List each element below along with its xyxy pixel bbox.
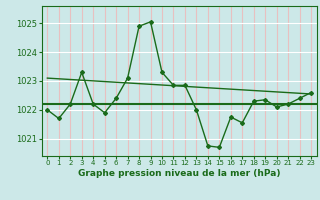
X-axis label: Graphe pression niveau de la mer (hPa): Graphe pression niveau de la mer (hPa) (78, 169, 280, 178)
